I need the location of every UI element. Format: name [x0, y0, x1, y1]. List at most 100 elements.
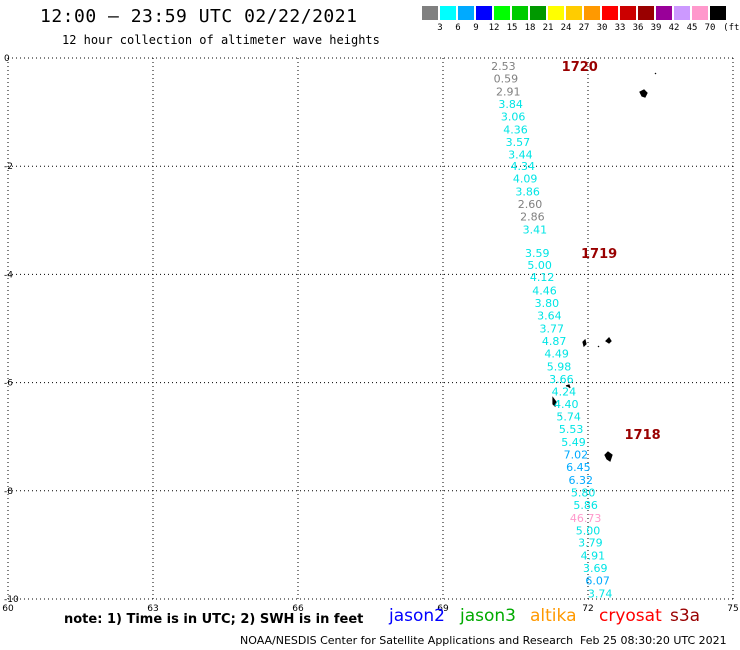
legend-label: 33 [614, 23, 626, 33]
legend-swatch [674, 6, 690, 20]
wave-height-value[interactable]: 4.24 [552, 385, 577, 398]
wave-height-value[interactable]: 4.49 [544, 347, 569, 360]
wave-height-value[interactable]: 3.57 [506, 136, 531, 149]
satellite-cryosat: cryosat [599, 606, 662, 626]
wave-height-value[interactable]: 4.09 [513, 173, 538, 186]
wave-height-value[interactable]: 2.60 [518, 198, 543, 211]
footer-credit: NOAA/NESDIS Center for Satellite Applica… [240, 634, 574, 647]
footer-timestamp: Feb 25 08:30:20 UTC 2021 [580, 634, 727, 647]
legend-label: 9 [473, 23, 479, 33]
note-text: note: 1) Time is in UTC; 2) SWH is in fe… [64, 612, 364, 627]
satellite-jason3: jason3 [460, 606, 516, 626]
legend-label: 12 [488, 23, 500, 33]
wave-height-value[interactable]: 7.02 [564, 449, 589, 462]
wave-height-value[interactable]: 3.44 [508, 148, 533, 161]
wave-height-value[interactable]: 5.98 [547, 360, 572, 373]
legend-label: 36 [632, 23, 644, 33]
x-tick-label: 60 [2, 604, 14, 614]
legend-swatch [530, 6, 546, 20]
legend-label: 21 [542, 23, 554, 33]
pass-time-label: 1720 [562, 60, 598, 75]
wave-height-value[interactable]: 4.91 [581, 550, 606, 563]
legend-label: 45 [686, 23, 698, 33]
legend-label: 18 [524, 23, 536, 33]
satellite-s3a: s3a [670, 606, 701, 626]
legend-label: 6 [455, 23, 461, 33]
wave-height-value[interactable]: 2.91 [496, 86, 521, 99]
y-tick-label: -8 [4, 487, 13, 497]
wave-height-value[interactable]: 5.00 [576, 524, 601, 537]
legend-swatch [440, 6, 456, 20]
pass-time-label: 1719 [581, 247, 617, 262]
wave-height-value[interactable]: 0.59 [494, 73, 519, 86]
satellite-jason2: jason2 [389, 606, 445, 626]
island-outline [605, 337, 612, 344]
wave-height-value[interactable]: 3.84 [498, 98, 523, 111]
wave-height-value[interactable]: 5.86 [573, 499, 598, 512]
wave-height-value[interactable]: 3.06 [501, 110, 526, 123]
island-outline [639, 89, 648, 98]
wave-height-value[interactable]: 4.46 [532, 285, 557, 298]
wave-height-value[interactable]: 2.86 [520, 211, 545, 224]
wave-height-value[interactable]: 4.34 [511, 160, 536, 173]
wave-height-value[interactable]: 3.77 [540, 323, 565, 336]
wave-height-value[interactable]: 5.00 [527, 259, 552, 272]
wave-height-value[interactable]: 2.53 [491, 60, 516, 73]
legend-label: 39 [650, 23, 662, 33]
x-tick-label: 63 [147, 604, 158, 614]
wave-height-value[interactable]: 3.86 [515, 186, 540, 199]
legend-swatch [638, 6, 654, 20]
legend-label: 70 [704, 23, 716, 33]
legend-swatch [602, 6, 618, 20]
wave-height-value[interactable]: 46.73 [570, 512, 602, 525]
legend-swatch [512, 6, 528, 20]
legend-label: 3 [437, 23, 443, 33]
wave-height-value[interactable]: 6.32 [569, 474, 594, 487]
wave-height-value[interactable]: 5.53 [559, 423, 584, 436]
x-tick-label: 75 [727, 604, 738, 614]
island-outline [582, 338, 587, 348]
legend-label: 24 [560, 23, 572, 33]
y-tick-label: -6 [4, 379, 13, 389]
wave-height-value[interactable]: 4.12 [530, 271, 555, 284]
island-outline [604, 451, 613, 462]
legend-swatch [476, 6, 492, 20]
wave-height-value[interactable]: 5.49 [561, 436, 586, 449]
x-tick-label: 69 [437, 604, 449, 614]
legend-swatch [710, 6, 726, 20]
legend-label: 27 [578, 23, 590, 33]
legend-label: 30 [596, 23, 608, 33]
legend-swatch [458, 6, 474, 20]
wave-height-value[interactable]: 3.69 [583, 562, 608, 575]
y-tick-label: -10 [4, 595, 19, 605]
legend-swatch [548, 6, 564, 20]
wave-height-value[interactable]: 6.45 [566, 461, 591, 474]
island-outline [552, 396, 557, 408]
wave-height-value[interactable]: 3.64 [537, 310, 562, 323]
wave-height-value[interactable]: 4.40 [554, 398, 579, 411]
legend-swatch [422, 6, 438, 20]
x-tick-label: 72 [582, 604, 593, 614]
island-outline [565, 384, 571, 389]
y-tick-label: 0 [4, 54, 10, 64]
wave-height-value[interactable]: 5.74 [556, 411, 581, 424]
legend-label: 42 [668, 23, 680, 33]
wave-height-value[interactable]: 6.07 [585, 575, 610, 588]
wave-height-value[interactable]: 4.36 [503, 123, 528, 136]
wave-height-value[interactable]: 5.80 [571, 486, 596, 499]
y-tick-label: -2 [4, 162, 13, 172]
wave-height-value[interactable]: 3.74 [588, 588, 613, 601]
x-tick-label: 66 [292, 604, 304, 614]
wave-height-value[interactable]: 3.41 [523, 223, 548, 236]
legend-swatch [620, 6, 636, 20]
wave-height-value[interactable]: 3.59 [525, 247, 550, 260]
island-outline [559, 414, 562, 417]
wave-height-value[interactable]: 3.66 [549, 373, 574, 386]
legend-unit: (ft) [723, 23, 740, 33]
wave-height-value[interactable]: 3.79 [578, 537, 603, 550]
wave-height-value[interactable]: 4.87 [542, 335, 567, 348]
page-subtitle: 12 hour collection of altimeter wave hei… [62, 33, 380, 47]
legend-swatch [566, 6, 582, 20]
wave-height-value[interactable]: 3.80 [535, 297, 560, 310]
